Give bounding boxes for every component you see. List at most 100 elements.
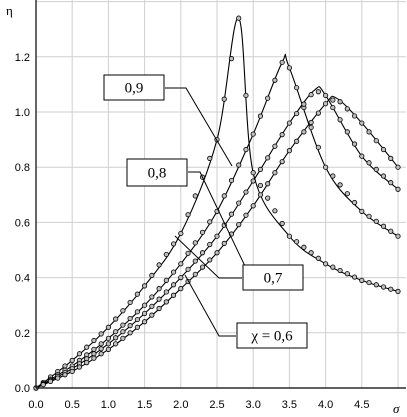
- data-point: [127, 299, 133, 306]
- data-point: [330, 97, 336, 103]
- data-point: [142, 319, 148, 325]
- data-point: [142, 283, 148, 289]
- series-label: 0,9: [125, 81, 144, 97]
- data-point: [134, 291, 140, 297]
- data-point: [286, 65, 292, 71]
- data-point: [279, 132, 285, 138]
- x-tick-label: 2.5: [209, 399, 224, 411]
- data-point: [322, 261, 329, 267]
- data-point: [265, 95, 271, 101]
- data-point: [105, 341, 112, 347]
- data-point: [149, 303, 155, 309]
- data-point: [214, 250, 220, 256]
- data-point: [134, 309, 140, 315]
- data-point: [315, 110, 321, 116]
- data-point: [149, 272, 155, 278]
- data-point: [380, 173, 387, 179]
- data-point: [294, 138, 300, 144]
- series-label-box: [236, 322, 308, 349]
- data-point: [272, 77, 278, 83]
- data-point: [250, 178, 256, 184]
- label-leader-line: [165, 87, 233, 167]
- data-point: [337, 182, 343, 188]
- data-point: [69, 357, 75, 363]
- data-point: [265, 195, 271, 201]
- data-point: [279, 220, 285, 227]
- data-point: [105, 346, 112, 352]
- data-point: [62, 372, 68, 378]
- data-point: [351, 113, 358, 119]
- data-point: [373, 282, 379, 288]
- series-label-box: [242, 264, 304, 291]
- data-point: [373, 166, 379, 173]
- data-point: [98, 331, 104, 337]
- label-leader-line: [184, 274, 236, 337]
- data-point: [395, 164, 401, 170]
- data-point: [47, 378, 54, 384]
- data-point: [257, 166, 264, 173]
- data-point: [301, 244, 307, 250]
- data-point: [91, 351, 97, 357]
- y-tick-label: 0.4: [15, 273, 30, 285]
- data-point: [337, 99, 343, 105]
- data-point: [149, 294, 155, 300]
- x-tick-label: 1.0: [101, 399, 116, 411]
- data-point: [373, 218, 379, 224]
- grid: [36, 0, 406, 388]
- data-point: [380, 284, 387, 290]
- data-point: [294, 110, 300, 117]
- data-point: [163, 289, 169, 295]
- data-point: [91, 355, 97, 361]
- data-point: [344, 106, 350, 112]
- data-point: [127, 323, 133, 329]
- data-point: [322, 92, 329, 99]
- data-point: [178, 261, 184, 267]
- data-point: [236, 222, 242, 228]
- data-point: [366, 160, 372, 166]
- data-point: [185, 250, 191, 256]
- data-point: [127, 330, 133, 336]
- data-point: [257, 182, 264, 189]
- data-point: [207, 155, 213, 161]
- data-point: [120, 308, 126, 314]
- data-point: [134, 316, 140, 323]
- data-point: [185, 212, 191, 218]
- data-point: [113, 316, 119, 322]
- x-tick-label: 3.5: [282, 399, 297, 411]
- data-point: [286, 148, 292, 154]
- data-point: [388, 180, 394, 186]
- data-point: [113, 335, 119, 341]
- data-point: [185, 266, 191, 272]
- data-point: [359, 277, 365, 283]
- data-point: [221, 96, 227, 102]
- data-point: [113, 329, 119, 335]
- data-point: [207, 241, 213, 248]
- data-point: [272, 170, 278, 176]
- data-point: [120, 329, 126, 335]
- y-tick-label: 0.0: [15, 383, 30, 395]
- data-point: [228, 211, 235, 217]
- x-tick-label: 0.5: [65, 399, 80, 411]
- data-point: [170, 269, 177, 275]
- x-tick-label: 1.5: [137, 399, 152, 411]
- data-point: [315, 89, 321, 95]
- data-point: [272, 208, 278, 214]
- data-point: [395, 186, 401, 192]
- y-tick-labels: 0.0 0.2 0.4 0.6 0.8 1.0 1.2: [15, 52, 30, 395]
- data-point: [286, 120, 292, 126]
- y-tick-label: 0.8: [15, 162, 30, 174]
- data-point: [156, 296, 162, 302]
- data-point: [69, 368, 75, 375]
- data-point: [55, 375, 61, 381]
- data-point: [199, 250, 206, 256]
- data-point: [359, 153, 365, 159]
- data-point: [265, 181, 271, 187]
- x-tick-label: 0.0: [28, 399, 43, 411]
- data-point: [62, 363, 68, 369]
- data-point: [344, 191, 350, 197]
- data-point: [351, 141, 358, 147]
- data-point: [344, 271, 350, 277]
- data-point: [228, 56, 235, 62]
- data-point: [294, 239, 300, 245]
